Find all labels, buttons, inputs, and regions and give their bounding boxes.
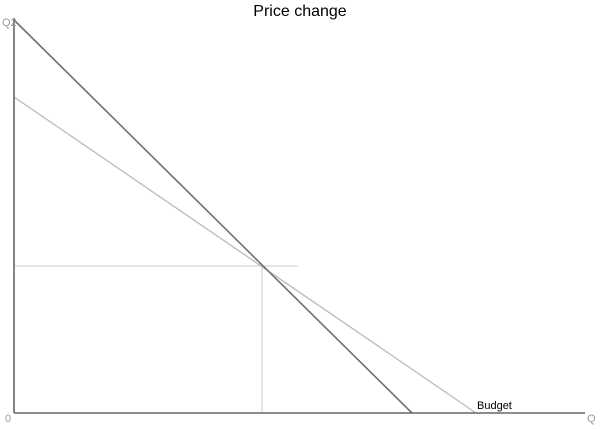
diagram-title: Price change	[253, 3, 346, 20]
x-axis-label: Q	[587, 413, 596, 425]
origin-label: 0	[5, 413, 11, 425]
original-budget-line	[13, 19, 413, 414]
new-budget-line	[13, 96, 477, 414]
budget-label: Budget	[477, 400, 512, 412]
y-axis-label: Q2	[2, 17, 17, 29]
